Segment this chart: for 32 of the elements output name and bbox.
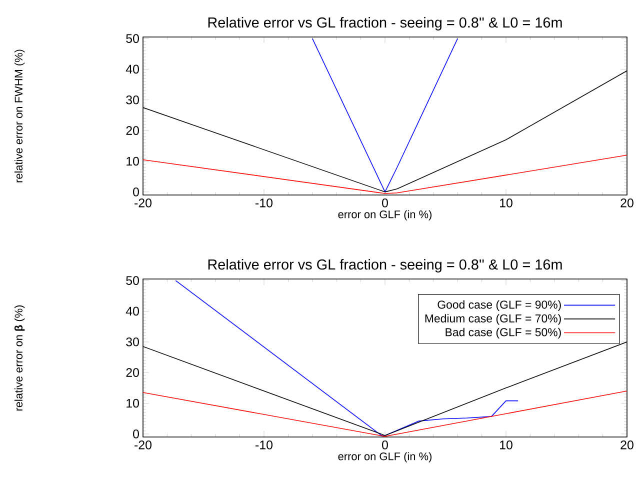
chart-title: Relative error vs GL fraction - seeing = 0.8'' & L0 = 16m — [208, 259, 562, 272]
y-tick-label: 30 — [126, 95, 139, 104]
legend-label: Medium case (GLF = 70%) — [425, 314, 561, 325]
y-axis-title: relative error on FWHM (%) — [14, 50, 25, 182]
y-tick-label: 20 — [126, 126, 139, 135]
y-tick-label: 0 — [133, 430, 139, 438]
y-tick-label: 10 — [126, 156, 139, 166]
y-tick-label: 10 — [126, 398, 139, 408]
x-tick-label: 10 — [500, 440, 512, 450]
y-tick-label: 30 — [126, 337, 139, 346]
x-tick-label: 10 — [500, 198, 512, 208]
y-tick-label: 20 — [126, 368, 139, 377]
x-tick-label: 20 — [620, 198, 634, 208]
chart-title: Relative error vs GL fraction - seeing = 0.8'' & L0 = 16m — [208, 17, 562, 30]
x-tick-label: 20 — [620, 440, 634, 450]
legend-label: Bad case (GLF = 50%) — [446, 328, 561, 339]
x-axis-title: error on GLF (in %) — [338, 210, 432, 220]
x-tick-label: 0 — [382, 198, 388, 208]
x-tick-label: 0 — [382, 440, 388, 450]
x-axis-title: error on GLF (in %) — [338, 452, 432, 462]
legend-label: Good case (GLF = 90%) — [438, 300, 561, 311]
y-axis-title: relative error on β (%) — [14, 305, 25, 411]
y-tick-label: 0 — [133, 188, 139, 196]
line-series — [143, 154, 627, 194]
y-tick-label: 40 — [126, 306, 139, 316]
x-tick-label: -20 — [134, 198, 152, 208]
x-tick-label: -10 — [256, 440, 273, 450]
y-tick-label: 50 — [126, 276, 139, 285]
x-tick-label: -10 — [256, 198, 273, 208]
y-tick-label: 50 — [126, 34, 139, 43]
y-tick-label: 40 — [126, 64, 139, 74]
x-tick-label: -20 — [134, 440, 152, 450]
